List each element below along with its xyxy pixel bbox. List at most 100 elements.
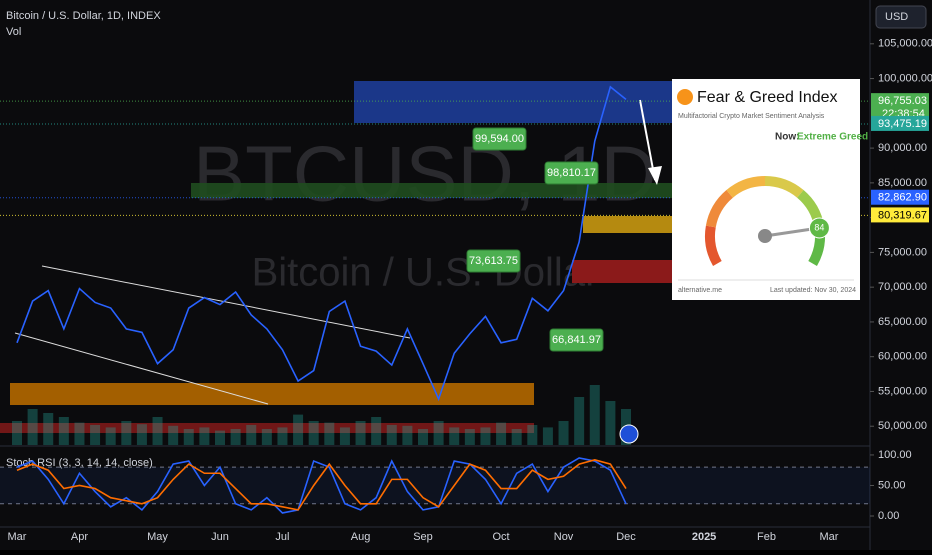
x-tick-label: Oct (493, 531, 510, 543)
source: alternative.me (678, 287, 722, 294)
volume-bar (449, 427, 460, 445)
now-label: Now: (775, 132, 799, 143)
classification: Extreme Greed (797, 132, 868, 143)
volume-bar (58, 417, 69, 445)
price-label: 80,319.67 (878, 209, 927, 221)
zone (0, 423, 534, 433)
price-line (16, 85, 627, 402)
zone (10, 383, 534, 405)
fear-greed-widget: Fear & Greed Index Multifactorial Crypto … (672, 79, 868, 300)
y-tick-label: 50.00 (878, 479, 906, 491)
x-tick-label: Sep (413, 531, 433, 543)
annotation-box (544, 161, 599, 185)
x-tick-label: Apr (71, 531, 88, 543)
widget-subtitle: Multifactorial Crypto Market Sentiment A… (678, 113, 825, 120)
gauge-value: 84 (814, 222, 824, 232)
volume-bar (542, 427, 553, 445)
indicator-title: Stoch RSI (3, 3, 14, 14, close) (6, 457, 153, 469)
price-line (16, 457, 627, 514)
volume-bar (277, 427, 288, 445)
zone (583, 216, 672, 233)
annotation: 99,594.00 (475, 133, 524, 145)
updated: Last updated: Nov 30, 2024 (770, 287, 856, 294)
volume-bar (402, 425, 413, 445)
volume-bar (136, 424, 147, 445)
watermark-subtitle: Bitcoin / U.S. Dollar (252, 251, 599, 295)
volume-bar (168, 425, 179, 445)
volume-bar (12, 421, 22, 445)
gauge-arc (764, 176, 804, 198)
y-tick-label: 0.00 (878, 510, 899, 522)
price-label: 93,475.19 (878, 118, 927, 130)
volume-bar (589, 385, 600, 445)
volume-bar (27, 409, 38, 445)
y-tick-label: 55,000.00 (878, 385, 927, 397)
arrow (639, 99, 656, 181)
annotation-box (466, 249, 521, 273)
price-label: 82,862.90 (878, 192, 927, 204)
volume-bar (90, 425, 101, 445)
zone (572, 260, 672, 283)
x-tick-label: Dec (616, 531, 636, 543)
volume-bar (199, 427, 210, 445)
annotation-box (472, 127, 527, 151)
x-tick-label: Jun (211, 531, 229, 543)
x-tick-label: Aug (351, 531, 371, 543)
y-tick-label: 85,000.00 (878, 177, 927, 189)
x-tick-label: Jul (275, 531, 289, 543)
volume-bar (183, 429, 194, 445)
y-tick-label: 65,000.00 (878, 316, 927, 328)
volume-bar (558, 421, 569, 445)
volume-bar (74, 422, 85, 445)
volume-bar (121, 421, 132, 445)
volume-bar (496, 422, 507, 445)
gauge-value-dot (808, 217, 830, 239)
volume-bar (574, 397, 585, 445)
trend-line (41, 265, 411, 339)
volume-bar (261, 429, 272, 445)
y-tick-label: 105,000.00 (878, 38, 932, 50)
currency[interactable]: USD (885, 11, 908, 23)
volume-label: Vol (6, 26, 21, 38)
x-tick-label: Mar (8, 531, 27, 543)
x-tick-label: Feb (757, 531, 776, 543)
y-tick-label: 70,000.00 (878, 281, 927, 293)
widget-title: Fear & Greed Index (697, 89, 838, 106)
volume-bar (308, 421, 319, 445)
volume-bar (386, 425, 397, 445)
widget-bg (672, 79, 860, 300)
volume-bar (527, 425, 538, 445)
volume-bar (215, 430, 225, 445)
x-tick-label: Mar (820, 531, 839, 543)
currency-button[interactable] (875, 5, 927, 29)
arrow-head (648, 166, 662, 185)
volume-bar (511, 429, 522, 445)
volume-bar (464, 429, 475, 445)
price-label-box (871, 115, 929, 131)
price-line (16, 458, 627, 511)
price-label-box (871, 207, 929, 223)
volume-bar (230, 429, 241, 445)
volume-bar (355, 421, 366, 445)
volume-bar (418, 429, 428, 445)
volume-bar (605, 401, 616, 445)
y-tick-label: 90,000.00 (878, 142, 927, 154)
gauge-arc (726, 176, 766, 198)
x-tick-label: 2025 (692, 531, 716, 543)
volume-bar (293, 414, 304, 445)
volume-bar (371, 417, 382, 445)
volume-bar (246, 425, 257, 445)
volume-bar (339, 427, 350, 445)
volume-bar (324, 422, 335, 445)
gauge-hub (758, 229, 772, 243)
y-tick-label: 50,000.00 (878, 420, 927, 432)
band-fill (0, 467, 870, 504)
y-tick-label: 60,000.00 (878, 351, 927, 363)
gauge-arc (705, 190, 734, 228)
btc-icon (677, 89, 693, 105)
volume-bar (152, 417, 163, 445)
volume-bar (433, 421, 444, 445)
annotation: 98,810.17 (547, 167, 596, 179)
annotation-box (549, 328, 604, 352)
